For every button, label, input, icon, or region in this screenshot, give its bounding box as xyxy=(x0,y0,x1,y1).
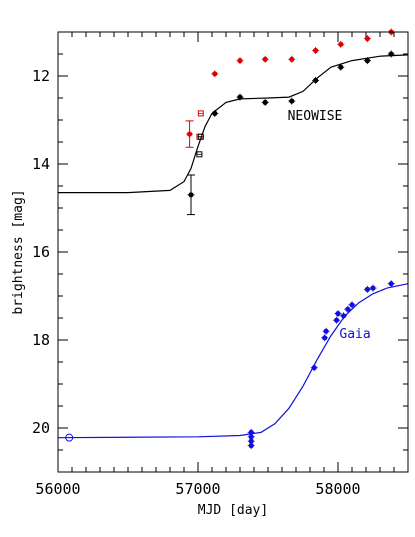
annotations: NEOWISE Gaia xyxy=(288,109,371,342)
x-tick-label: 56000 xyxy=(35,480,80,498)
y-tick-label: 20 xyxy=(32,419,50,437)
data-point-open xyxy=(65,433,74,442)
x-tick-label: 57000 xyxy=(175,480,220,498)
y-tick-label: 12 xyxy=(32,67,50,85)
y-tick-label: 18 xyxy=(32,331,50,349)
annotation-label: NEOWISE xyxy=(288,109,343,124)
y-axis-label: brightness [mag] xyxy=(11,189,26,314)
plot-frame xyxy=(57,31,409,473)
annotation-label: Gaia xyxy=(339,327,370,342)
y-tick-label: 14 xyxy=(32,155,50,173)
fit-curves xyxy=(57,54,409,439)
x-axis-label: MJD [day] xyxy=(198,503,268,518)
fit-curve-line xyxy=(57,283,409,439)
y-tick-label: 16 xyxy=(32,243,50,261)
data-points xyxy=(65,28,395,450)
fit-curve-line xyxy=(58,54,409,194)
axis-ticks xyxy=(57,31,409,473)
tick-labels: 56000 57000 58000 12 14 16 18 20 xyxy=(32,67,361,498)
x-tick-label: 58000 xyxy=(315,480,360,498)
